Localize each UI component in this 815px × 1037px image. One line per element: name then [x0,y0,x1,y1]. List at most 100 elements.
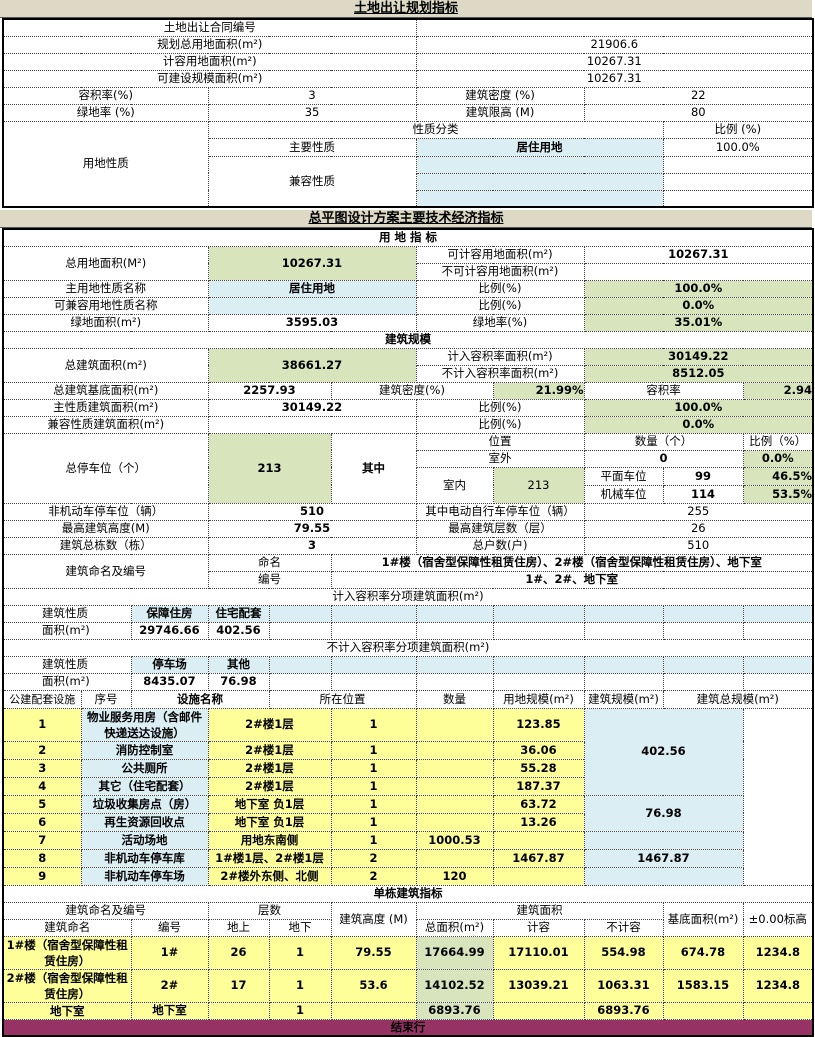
facility-location[interactable]: 地下室 负1层 [207,794,332,814]
building-name[interactable]: 2#楼（宿舍型保障性租赁住房） [2,968,132,1003]
building-nonfar[interactable]: 554.98 [583,935,664,970]
building-base[interactable]: 1583.15 [662,968,744,1003]
facility-total[interactable] [583,830,744,850]
facility-no[interactable]: 3 [2,758,82,778]
facility-no[interactable]: 8 [2,848,82,868]
facility-qty[interactable]: 1 [330,740,417,760]
facility-build[interactable] [492,830,585,850]
building-elev[interactable] [742,1001,814,1020]
building-code[interactable]: 2# [130,968,209,1003]
main-use-value[interactable]: 居住用地 [207,279,417,298]
facility-location[interactable]: 1#楼1层、2#楼1层 [207,848,332,868]
households-value[interactable]: 510 [583,536,814,555]
indoor-value[interactable]: 213 [492,466,585,504]
building-above[interactable] [207,1001,270,1020]
facility-no[interactable]: 1 [2,707,82,742]
facility-qty[interactable]: 1 [330,794,417,814]
compat-build-value[interactable] [207,415,417,434]
total-land-value[interactable]: 10267.31 [207,245,417,281]
facility-total[interactable]: 76.98 [583,794,744,832]
outdoor-pct[interactable]: 0.0% [742,449,814,468]
compat-use-ratio-1[interactable] [662,155,814,174]
nonfar-split-area[interactable]: 76.98 [207,672,270,691]
facility-qty[interactable]: 2 [330,848,417,868]
buildable-value[interactable]: 10267.31 [415,69,814,88]
height-value[interactable]: 80 [583,103,814,122]
facility-land[interactable] [415,848,494,868]
main-use-ratio[interactable]: 100.0% [583,279,814,298]
compat-use-value-1[interactable] [415,155,664,174]
fa-land-value[interactable]: 10267.31 [415,52,814,71]
ebike-value[interactable]: 255 [583,502,814,521]
flat-value[interactable]: 99 [662,466,744,486]
compat-use-value-3[interactable] [415,189,664,208]
facility-location[interactable]: 2#楼外东侧、北侧 [207,866,332,886]
outdoor-value[interactable]: 0 [583,449,744,468]
mech-value[interactable]: 114 [662,484,744,504]
compat-use-value-2[interactable] [415,172,664,191]
building-name[interactable]: 地下室 [2,1001,132,1020]
facility-no[interactable]: 7 [2,830,82,850]
density-value[interactable]: 21.99% [492,381,585,400]
building-far[interactable] [492,1001,585,1020]
facility-location[interactable]: 2#楼1层 [207,740,332,760]
building-height[interactable] [330,1001,417,1020]
building-total[interactable]: 17664.99 [415,935,494,970]
facility-no[interactable]: 2 [2,740,82,760]
max-height-value[interactable]: 79.55 [207,519,417,538]
building-far[interactable]: 13039.21 [492,968,585,1003]
main-build-value[interactable]: 30149.22 [207,398,417,417]
facility-land[interactable] [415,758,494,778]
total-area-value[interactable]: 21906.6 [415,35,814,54]
building-elev[interactable]: 1234.8 [742,968,814,1003]
facility-name[interactable]: 垃圾收集房点（房） [80,794,209,814]
facility-land[interactable] [415,776,494,796]
facility-qty[interactable]: 1 [330,830,417,850]
density-value[interactable]: 22 [583,86,814,105]
nonfar-area-value[interactable]: 8512.05 [583,364,814,383]
building-name[interactable]: 1#楼（宿舍型保障性租赁住房） [2,935,132,970]
facility-total[interactable]: 402.56 [583,707,744,796]
facility-location[interactable]: 用地东南侧 [207,830,332,850]
facility-land[interactable] [415,794,494,814]
building-total[interactable]: 14102.52 [415,968,494,1003]
facility-qty[interactable]: 2 [330,866,417,886]
facility-no[interactable]: 5 [2,794,82,814]
facility-location[interactable]: 2#楼1层 [207,707,332,742]
parking-value[interactable]: 213 [207,432,332,504]
facility-name[interactable]: 非机动车停车场 [80,866,209,886]
building-base[interactable]: 674.78 [662,935,744,970]
facility-build[interactable]: 63.72 [492,794,585,814]
building-far[interactable]: 17110.01 [492,935,585,970]
facility-location[interactable]: 地下室 负1层 [207,812,332,832]
facility-name[interactable]: 再生资源回收点 [80,812,209,832]
main-use-ratio[interactable]: 100.0% [662,137,814,157]
fa-land-value[interactable]: 10267.31 [583,245,814,264]
far-split-name[interactable]: 保障住房 [130,604,209,623]
compat-use-value[interactable] [207,296,417,315]
building-nonfar[interactable]: 6893.76 [583,1001,664,1020]
facility-build[interactable]: 123.85 [492,707,585,742]
facility-name[interactable]: 物业服务用房（含邮件快递送达设施） [80,707,209,742]
building-base[interactable] [662,1001,744,1020]
building-total[interactable]: 6893.76 [415,1001,494,1020]
far-split-name[interactable]: 住宅配套 [207,604,270,623]
names-value[interactable]: 1#楼（宿舍型保障性租赁住房）、2#楼（宿舍型保障性租赁住房）、地下室 [330,553,814,572]
compat-use-ratio[interactable]: 0.0% [583,296,814,315]
facility-build[interactable]: 55.28 [492,758,585,778]
nonfa-land-value[interactable] [583,262,814,281]
building-below[interactable]: 1 [268,1001,332,1020]
facility-qty[interactable]: 1 [330,812,417,832]
far-area-value[interactable]: 30149.22 [583,347,814,366]
facility-total[interactable]: 1467.87 [583,848,744,868]
green-rate-value[interactable]: 35.01% [583,313,814,332]
facility-land[interactable] [415,812,494,832]
total-build-value[interactable]: 38661.27 [207,347,417,383]
codes-value[interactable]: 1#、2#、地下室 [330,570,814,589]
facility-name[interactable]: 其它（住宅配套） [80,776,209,796]
facility-build[interactable]: 1467.87 [492,848,585,868]
facility-build[interactable]: 13.26 [492,812,585,832]
facility-name[interactable]: 消防控制室 [80,740,209,760]
far-value[interactable]: 2.94 [742,381,814,400]
base-value[interactable]: 2257.93 [207,381,332,400]
